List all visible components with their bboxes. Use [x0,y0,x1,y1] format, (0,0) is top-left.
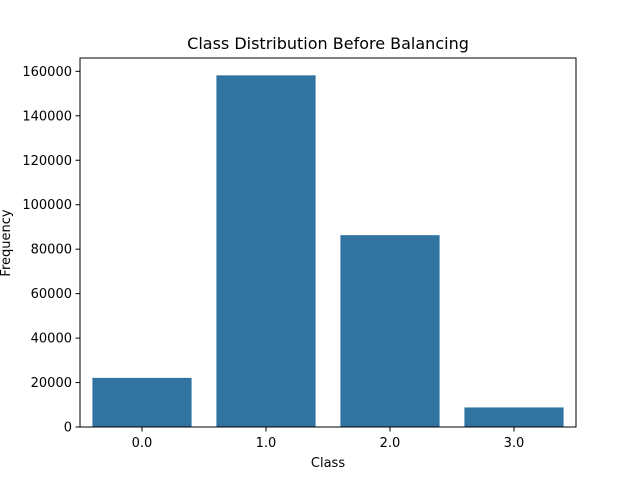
x-tick-label: 0.0 [132,436,153,451]
y-tick-label: 140000 [22,109,72,124]
x-tick-label: 1.0 [256,436,277,451]
bar-3.0 [464,407,564,427]
bar-1.0 [216,75,316,427]
y-tick-label: 100000 [22,198,72,213]
y-tick-label: 0 [64,421,72,436]
chart-title: Class Distribution Before Balancing [187,34,469,53]
bar-2.0 [340,235,440,427]
plot-frame [79,57,577,428]
y-tick-label: 40000 [31,332,72,347]
x-axis: 0.0 1.0 2.0 3.0 [132,427,525,451]
y-tick-label: 120000 [22,154,72,169]
y-tick-label: 60000 [31,287,72,302]
y-axis: 0 20000 40000 60000 80000 100000 120000 140000 1… [22,65,80,436]
x-tick-label: 2.0 [380,436,401,451]
bar-series [92,75,564,427]
y-tick-label: 80000 [31,243,72,258]
bar-0.0 [92,377,192,427]
y-axis-label: Frequency [0,209,14,276]
x-tick-label: 3.0 [504,436,525,451]
x-axis-label: Class [311,456,345,471]
y-tick-label: 20000 [31,376,72,391]
y-tick-label: 160000 [22,65,72,80]
